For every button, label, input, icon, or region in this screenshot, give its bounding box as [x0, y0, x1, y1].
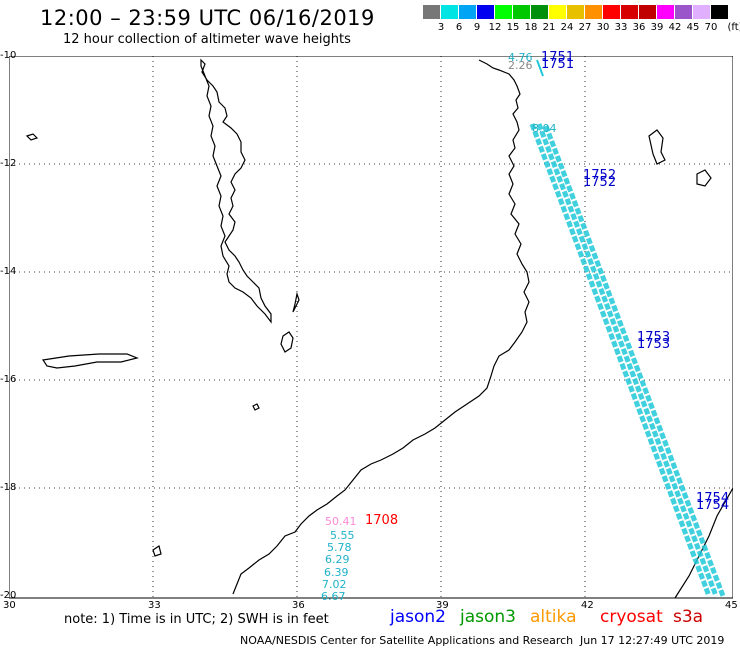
pass-label: 1751 — [541, 50, 575, 65]
scale-swatch — [711, 5, 729, 19]
lon-label: 36 — [292, 600, 305, 611]
lat-label: -20 — [0, 590, 17, 601]
lon-label: 42 — [581, 600, 594, 611]
small-island-1 — [25, 133, 39, 141]
scale-swatch — [513, 5, 531, 19]
scale-label: 12 — [488, 22, 502, 33]
scale-swatch — [441, 5, 459, 19]
scale-swatch — [567, 5, 585, 19]
lon-label: 39 — [436, 600, 449, 611]
lat-label: -12 — [0, 158, 17, 169]
scale-label: 6 — [455, 22, 463, 33]
altimeter-track-band — [543, 125, 726, 597]
wave-value: 5.78 — [327, 541, 352, 554]
africa-east-coast — [232, 59, 530, 595]
scale-label: 27 — [578, 22, 592, 33]
scale-label: 45 — [686, 22, 700, 33]
scale-swatch — [549, 5, 567, 19]
altimeter-tracks — [529, 59, 726, 597]
wave-value: 8.04 — [532, 122, 557, 135]
wave-value: 6.39 — [324, 566, 349, 579]
pass-label: 1751 — [541, 57, 575, 72]
lake-malawi — [200, 58, 272, 324]
lat-label: -18 — [0, 482, 17, 493]
scale-label: 70 — [704, 22, 718, 33]
lake-bangweulu — [41, 353, 139, 369]
pass-label: 1708 — [365, 513, 399, 528]
mission-altika: altika — [530, 607, 577, 627]
scale-label: 42 — [668, 22, 682, 33]
map-plot-area — [9, 56, 733, 599]
map-frame — [9, 56, 733, 599]
scale-swatch — [639, 5, 657, 19]
wave-value: 4.76 — [508, 51, 533, 64]
scale-label: 9 — [473, 22, 481, 33]
lat-label: -14 — [0, 266, 17, 277]
scale-label: 3 — [437, 22, 445, 33]
lat-label: -10 — [0, 50, 17, 61]
map-title: 12:00 – 23:59 UTC 06/16/2019 — [40, 6, 375, 30]
scale-swatch — [603, 5, 621, 19]
pass-label: 1754 — [696, 498, 730, 513]
lat-label: -16 — [0, 374, 17, 385]
scale-label: 39 — [650, 22, 664, 33]
lon-label: 33 — [148, 600, 161, 611]
altimeter-track-band — [536, 123, 719, 597]
wave-value: 6.67 — [321, 590, 346, 603]
pass-label: 1753 — [637, 337, 671, 352]
scale-swatch — [675, 5, 693, 19]
scale-label: 30 — [596, 22, 610, 33]
wave-value: 2.26 — [508, 59, 533, 72]
lon-label: 30 — [3, 600, 16, 611]
madagascar-west-coast — [674, 487, 733, 599]
wave-value: 6.29 — [325, 553, 350, 566]
wave-value: 7.02 — [322, 578, 347, 591]
pass-label: 1753 — [637, 330, 671, 345]
shire-fragment — [292, 291, 300, 313]
lat-lon-grid — [9, 56, 733, 598]
generation-timestamp: Jun 17 12:27:49 UTC 2019 — [580, 634, 725, 647]
scale-label: 21 — [542, 22, 556, 33]
scale-swatch — [531, 5, 549, 19]
altimeter-track-band — [529, 123, 712, 597]
wave-value: 50.41 — [325, 515, 357, 528]
coastline — [25, 58, 733, 599]
pass-label: 1752 — [583, 168, 617, 183]
scale-unit: (ft) — [727, 22, 740, 33]
scale-swatch — [621, 5, 639, 19]
footer-note: note: 1) Time is in UTC; 2) SWH is in fe… — [64, 612, 329, 627]
small-island-3 — [152, 545, 162, 557]
scale-label: 18 — [524, 22, 538, 33]
pass-label: 1754 — [696, 491, 730, 506]
mission-cryosat: cryosat — [600, 607, 663, 627]
lake-chilwa — [280, 331, 294, 353]
mission-jason2: jason2 — [390, 607, 446, 627]
credit-line: NOAA/NESDIS Center for Satellite Applica… — [240, 634, 574, 647]
scale-label: 33 — [614, 22, 628, 33]
scale-swatch — [585, 5, 603, 19]
scale-swatch — [693, 5, 711, 19]
scale-label: 24 — [560, 22, 574, 33]
scale-swatch — [495, 5, 513, 19]
scale-swatch — [423, 5, 441, 19]
lon-label: 45 — [725, 600, 738, 611]
scale-swatch — [459, 5, 477, 19]
scale-label: 15 — [506, 22, 520, 33]
scale-swatch — [657, 5, 675, 19]
small-island-2 — [252, 403, 260, 411]
wave-value: 5.55 — [330, 529, 355, 542]
pass-label: 1752 — [583, 175, 617, 190]
mission-s3a: s3a — [673, 607, 704, 627]
scale-label: 36 — [632, 22, 646, 33]
mission-jason3: jason3 — [460, 607, 516, 627]
map-subtitle: 12 hour collection of altimeter wave hei… — [63, 32, 351, 47]
comoros-grande — [648, 129, 666, 165]
altimeter-track-top — [536, 59, 544, 77]
scale-swatch — [477, 5, 495, 19]
comoros-moheli — [696, 169, 712, 187]
